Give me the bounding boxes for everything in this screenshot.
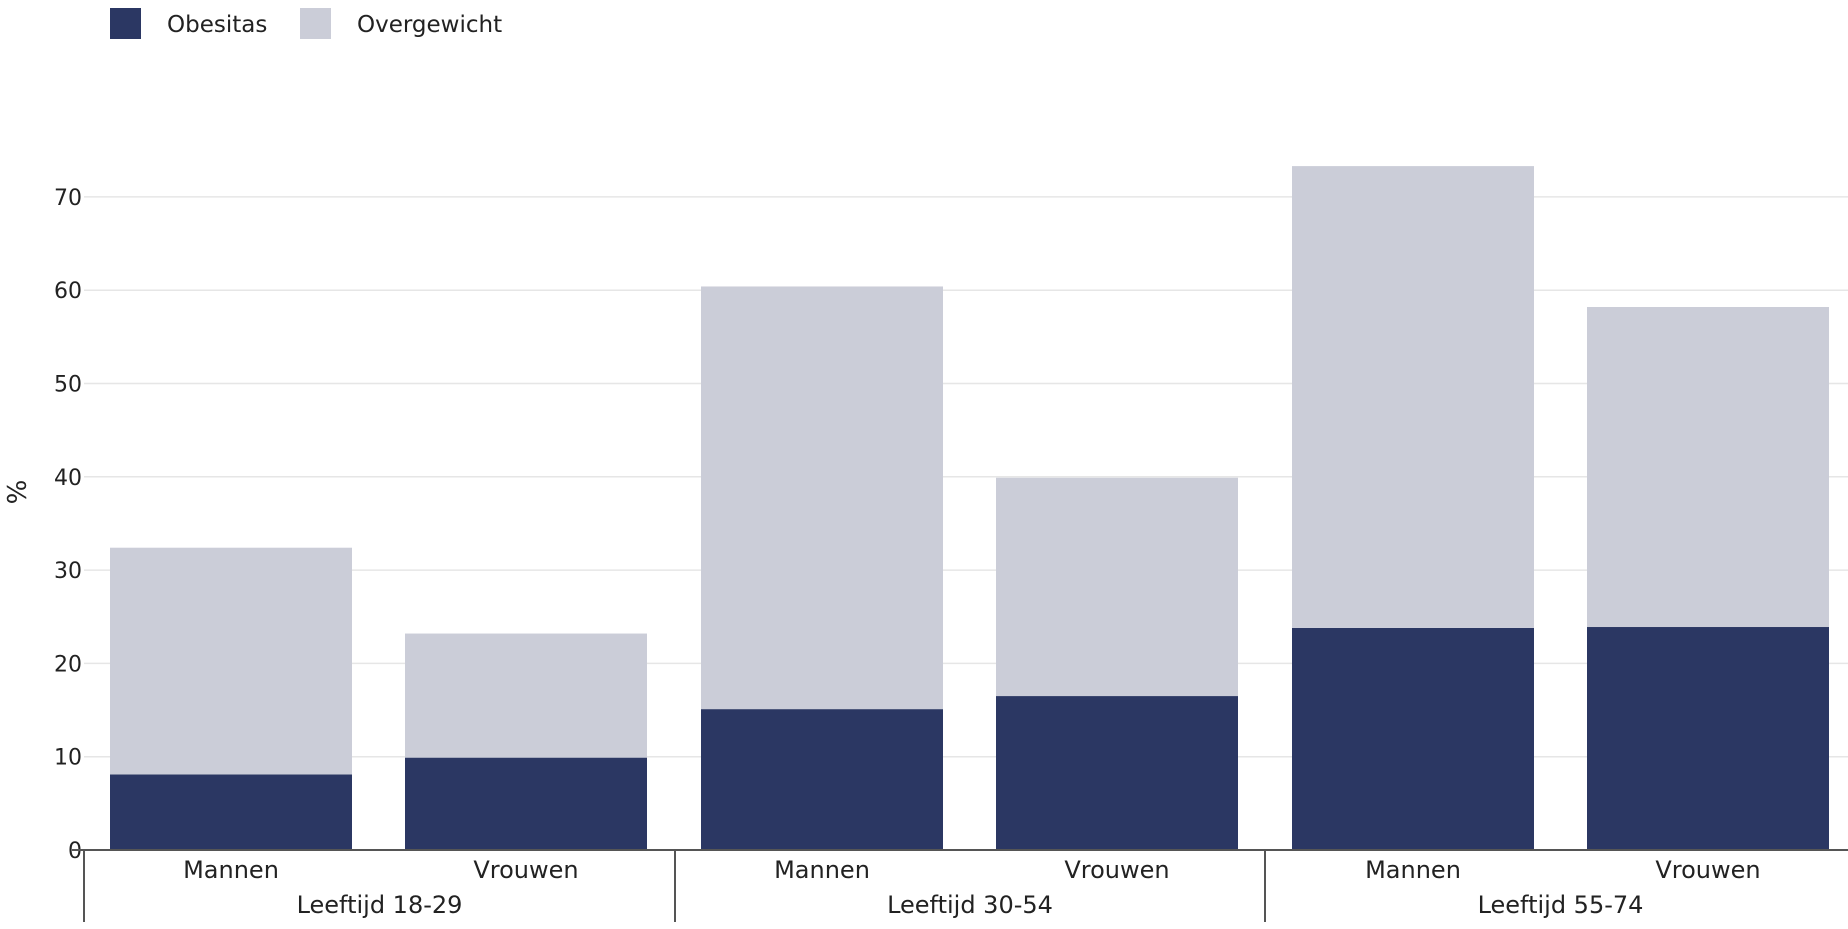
y-tick-label-70: 70 [54, 186, 82, 211]
x-tick-label-2: Mannen [774, 856, 870, 884]
group-label-0: Leeftijd 18-29 [297, 891, 463, 919]
bar-obesitas-2 [701, 709, 943, 850]
bar-overgewicht-0 [110, 547, 352, 775]
bar-overgewicht-1 [405, 633, 647, 758]
x-tick-label-0: Mannen [183, 856, 279, 884]
y-tick-label-60: 60 [54, 279, 82, 304]
y-tick-label-10: 10 [54, 746, 82, 771]
grid [84, 196, 1848, 758]
y-axis-label: % [3, 480, 33, 505]
x-tick-label-3: Vrouwen [1064, 856, 1169, 884]
y-tick-label-0: 0 [68, 839, 82, 864]
bar-obesitas-4 [1292, 627, 1534, 850]
bar-obesitas-5 [1587, 627, 1829, 850]
bars [110, 166, 1829, 850]
bar-obesitas-1 [405, 757, 647, 850]
legend-swatch-obesitas [110, 8, 141, 39]
y-tick-label-30: 30 [54, 559, 82, 584]
y-tick-label-50: 50 [54, 373, 82, 398]
bar-overgewicht-3 [996, 477, 1238, 697]
bar-overgewicht-5 [1587, 306, 1829, 628]
group-label-2: Leeftijd 55-74 [1478, 891, 1644, 919]
group-label-1: Leeftijd 30-54 [887, 891, 1053, 919]
legend-swatch-overgewicht [300, 8, 331, 39]
bar-obesitas-3 [996, 696, 1238, 850]
bar-obesitas-0 [110, 774, 352, 850]
x-tick-label-5: Vrouwen [1655, 856, 1760, 884]
y-tick-label-20: 20 [54, 652, 82, 677]
x-axis: Mannen Vrouwen Mannen Vrouwen Mannen Vrouwen L… [72, 849, 1848, 922]
bar-overgewicht-2 [701, 286, 943, 710]
x-tick-label-1: Vrouwen [473, 856, 578, 884]
x-tick-label-4: Mannen [1365, 856, 1461, 884]
legend-label-obesitas: Obesitas [167, 12, 267, 38]
legend-label-overgewicht: Overgewicht [357, 12, 502, 38]
y-axis: 0 10 20 30 40 50 60 70 [54, 186, 82, 864]
y-tick-label-40: 40 [54, 466, 82, 491]
legend: Obesitas Overgewicht [110, 8, 502, 39]
bar-overgewicht-4 [1292, 166, 1534, 628]
